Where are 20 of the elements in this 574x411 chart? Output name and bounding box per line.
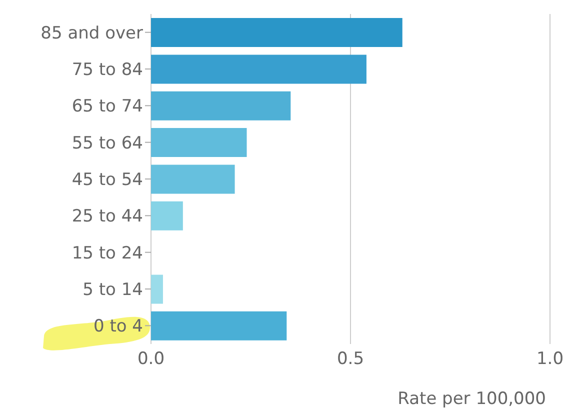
bar: [151, 201, 183, 230]
x-tick-label: 1.0: [536, 349, 564, 370]
bar: [151, 128, 247, 158]
x-axis-title: Rate per 100,000: [398, 389, 546, 409]
bar: [151, 18, 402, 48]
y-tick-label: 55 to 64: [72, 133, 143, 154]
y-tick-label: 15 to 24: [72, 243, 143, 264]
y-tick-label: 0 to 4: [93, 316, 143, 337]
x-tick-label: 0.0: [137, 349, 165, 370]
bar: [151, 274, 163, 304]
y-tick-label: 25 to 44: [72, 206, 143, 227]
bar: [151, 54, 366, 84]
bar: [151, 164, 235, 194]
y-tick-label: 65 to 74: [72, 96, 143, 117]
bar: [151, 91, 291, 120]
y-tick-label: 5 to 14: [82, 280, 143, 300]
y-tick-label: 75 to 84: [72, 60, 143, 80]
y-tick-label: 45 to 54: [72, 170, 143, 190]
x-tick-label: 0.5: [336, 349, 364, 370]
y-tick-label: 85 and over: [40, 23, 143, 44]
